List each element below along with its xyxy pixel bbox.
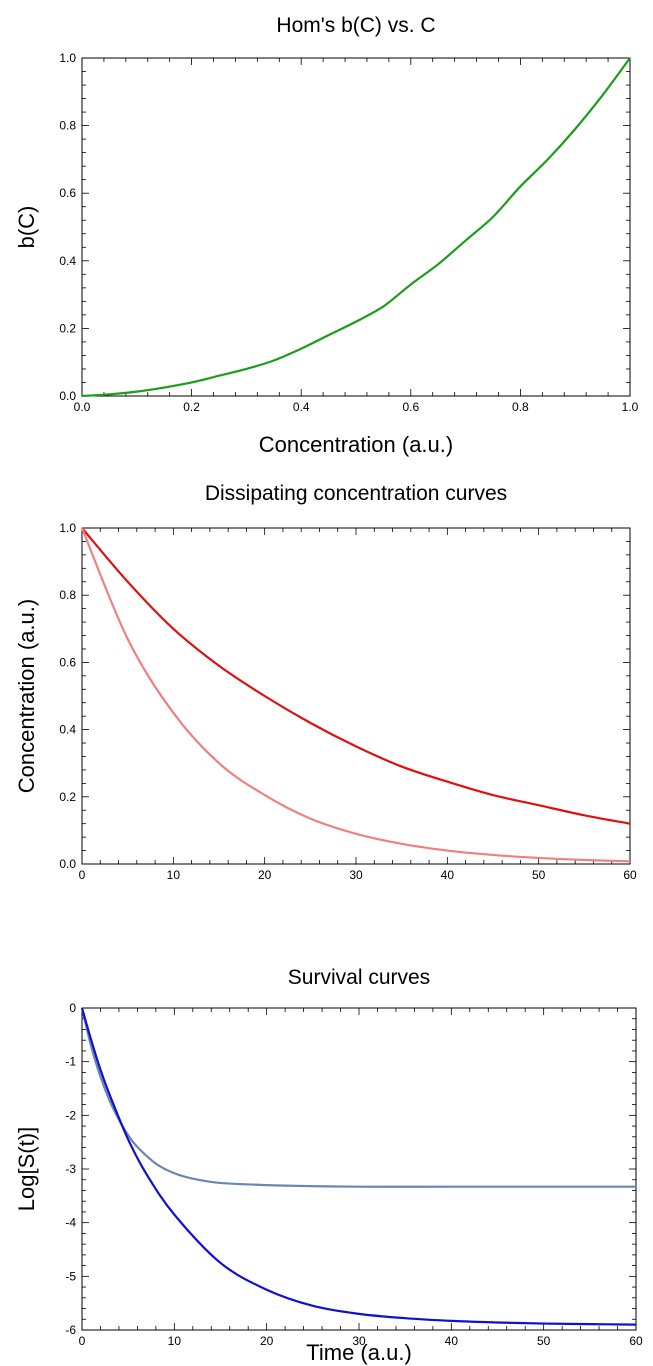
x-tick-label: 40 xyxy=(445,1334,459,1348)
x-tick-label: 0.4 xyxy=(293,400,310,414)
x-tick-label: 0 xyxy=(79,868,86,882)
plot-frame xyxy=(81,527,631,865)
y-tick-label: 0.6 xyxy=(59,186,76,200)
x-axis-label: Concentration (a.u.) xyxy=(259,432,453,457)
y-axis-label: Log[S(t)] xyxy=(14,1127,39,1211)
chart-3: Survival curves 0 10 20 30 40 50 60 0 -1 -2 -3 -4 -5 -… xyxy=(14,966,643,1365)
x-tick-label: 0 xyxy=(79,1334,86,1348)
x-axis-label: Time (a.u.) xyxy=(306,1340,412,1365)
plot-frame xyxy=(81,57,631,397)
y-tick-label: 0.8 xyxy=(59,588,76,602)
y-tick-label: -5 xyxy=(65,1269,76,1283)
chart-1: Hom's b(C) vs. C 0.0 0.2 0.4 0.6 0.8 1.0 0.0 0.2… xyxy=(14,14,639,457)
x-tick-label: 50 xyxy=(537,1334,551,1348)
y-tick-label: 0.8 xyxy=(59,119,76,133)
y-tick-label: 0.0 xyxy=(59,389,76,403)
series-line-1 xyxy=(81,527,631,825)
series-line-2 xyxy=(80,527,631,863)
chart-2: Dissipating concentration curves 0 10 20 30 4… xyxy=(14,482,637,882)
x-tick-label: 40 xyxy=(441,868,455,882)
y-tick-label: -2 xyxy=(65,1108,76,1122)
series-line-2 xyxy=(80,1007,637,1326)
y-tick-label: 0 xyxy=(69,1001,76,1015)
y-tick-label: -4 xyxy=(65,1216,76,1230)
x-tick-label: 0.2 xyxy=(183,400,200,414)
y-tick-label: -6 xyxy=(65,1323,76,1337)
y-tick-label: -3 xyxy=(65,1162,76,1176)
y-tick-label: 1.0 xyxy=(59,521,76,535)
y-tick-label: 0.2 xyxy=(59,321,76,335)
y-tick-label: 0.4 xyxy=(59,254,76,268)
x-tick-label: 0.8 xyxy=(512,400,529,414)
chart-title: Hom's b(C) vs. C xyxy=(276,14,435,37)
chart-title: Survival curves xyxy=(288,966,430,989)
x-tick-label: 1.0 xyxy=(622,400,639,414)
x-tick-label: 10 xyxy=(167,868,181,882)
x-tick-label: 30 xyxy=(352,1334,366,1348)
series-line-1 xyxy=(81,57,631,398)
y-tick-label: -1 xyxy=(65,1055,76,1069)
y-tick-label: 0.6 xyxy=(59,655,76,669)
y-tick-label: 0.2 xyxy=(59,790,76,804)
chart-title: Dissipating concentration curves xyxy=(205,482,507,505)
series-line-1 xyxy=(80,1007,636,1188)
x-tick-label: 50 xyxy=(532,868,546,882)
y-axis-label: b(C) xyxy=(14,206,39,249)
y-tick-label: 0.0 xyxy=(59,857,76,871)
x-tick-label: 0.6 xyxy=(402,400,419,414)
y-tick-label: 1.0 xyxy=(59,51,76,65)
x-tick-label: 30 xyxy=(349,868,363,882)
x-tick-label: 10 xyxy=(168,1334,182,1348)
x-tick-label: 20 xyxy=(258,868,272,882)
x-tick-label: 60 xyxy=(623,868,637,882)
x-tick-label: 60 xyxy=(629,1334,643,1348)
x-tick-label: 0.0 xyxy=(74,400,91,414)
y-tick-label: 0.4 xyxy=(59,723,76,737)
y-axis-label: Concentration (a.u.) xyxy=(14,599,39,793)
x-tick-label: 20 xyxy=(260,1334,274,1348)
